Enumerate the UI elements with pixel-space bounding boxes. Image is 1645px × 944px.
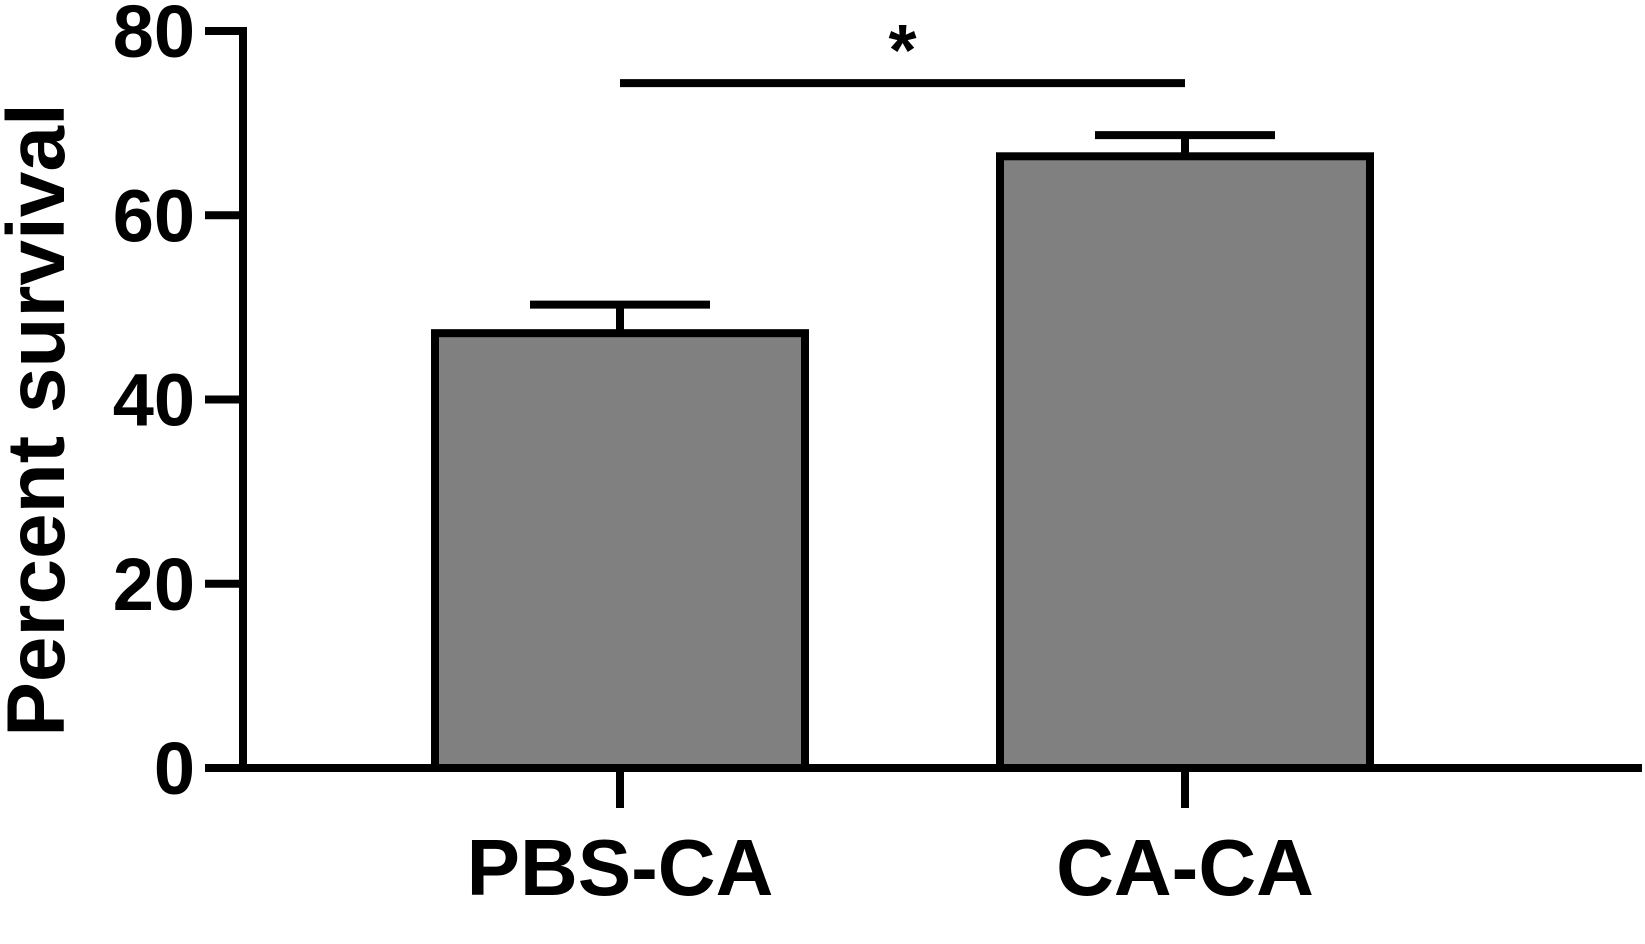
y-tick-label-0: 0 (154, 727, 195, 810)
significance-label: * (888, 11, 916, 91)
y-axis: 0 20 40 60 80 (113, 0, 247, 810)
x-axis: PBS-CA CA-CA (239, 764, 1642, 912)
significance-annotation: * (620, 11, 1185, 91)
x-tick-label-ca-ca: CA-CA (1056, 823, 1314, 912)
y-axis-label: Percent survival (0, 103, 82, 737)
bar-ca-ca (996, 152, 1374, 773)
y-tick-label-40: 40 (113, 359, 195, 442)
y-tick-label-20: 20 (113, 543, 195, 626)
bars (431, 152, 1374, 773)
error-bars (530, 131, 1275, 334)
x-tick-label-pbs-ca: PBS-CA (467, 823, 774, 912)
y-tick-label-80: 80 (113, 0, 195, 73)
y-tick-label-60: 60 (113, 174, 195, 257)
bar-pbs-ca (431, 329, 809, 772)
